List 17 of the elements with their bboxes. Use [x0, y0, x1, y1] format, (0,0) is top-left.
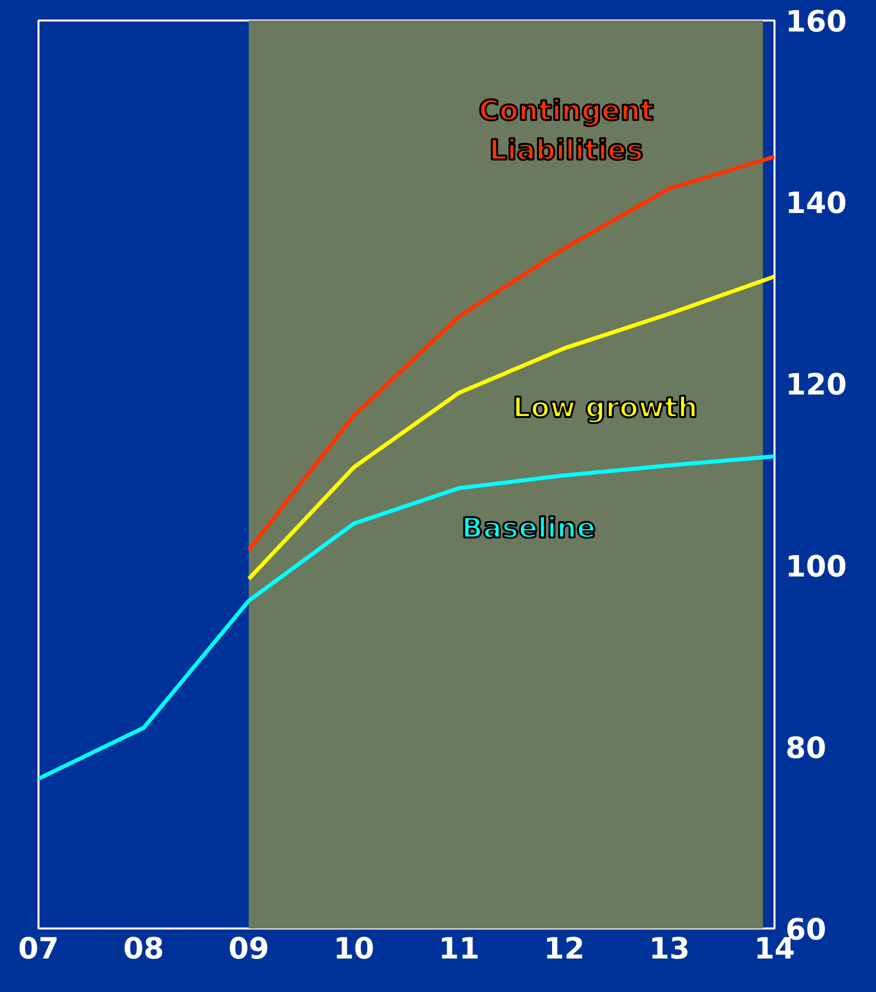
- y-tick-label: 120: [786, 368, 847, 402]
- annotation: Contingent Liabilities: [478, 94, 654, 167]
- x-tick-label: 08: [123, 932, 164, 966]
- y-tick-label: 80: [786, 730, 826, 765]
- x-tick-label: 09: [228, 932, 270, 966]
- line-series: [246, 274, 774, 581]
- y-tick-label: 100: [786, 549, 847, 584]
- y-tick-label: 140: [786, 186, 847, 220]
- x-tick-label: 07: [18, 932, 59, 966]
- x-tick-label: 13: [648, 932, 690, 966]
- annotation: Low growth: [512, 390, 698, 424]
- line-series: [38, 454, 774, 781]
- annotation: Baseline: [462, 512, 596, 545]
- x-tick-label: 10: [334, 932, 374, 966]
- y-tick-label: 160: [786, 4, 847, 38]
- x-tick-label: 12: [544, 932, 585, 966]
- x-tick-label: 11: [438, 932, 480, 966]
